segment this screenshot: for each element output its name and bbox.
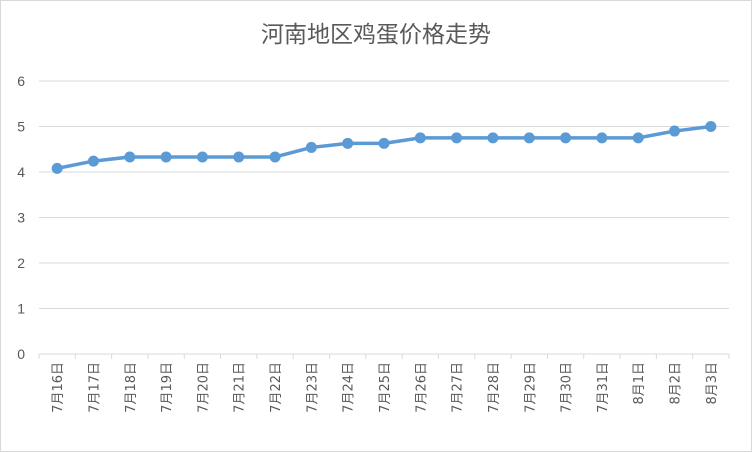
data-point xyxy=(342,137,354,149)
x-tick-label: 7月16日 xyxy=(51,362,66,413)
y-tick-label: 4 xyxy=(17,164,25,180)
x-tick-label: 7月18日 xyxy=(124,362,139,413)
x-tick-label: 7月23日 xyxy=(305,362,320,413)
data-point xyxy=(705,121,717,132)
x-tick-label: 7月30日 xyxy=(560,362,575,413)
x-tick-label: 7月29日 xyxy=(523,362,538,413)
y-tick-label: 1 xyxy=(17,301,25,317)
x-tick-label: 7月31日 xyxy=(596,362,611,413)
x-tick-label: 7月24日 xyxy=(342,362,357,413)
data-point xyxy=(378,137,390,149)
data-point xyxy=(160,151,172,163)
data-point xyxy=(87,155,99,167)
data-point xyxy=(451,132,463,144)
x-tick-label: 8月2日 xyxy=(669,362,684,405)
data-point xyxy=(196,151,208,163)
y-tick-label: 5 xyxy=(17,119,25,135)
x-tick-label: 7月21日 xyxy=(233,362,248,413)
x-tick-label: 8月3日 xyxy=(705,362,720,405)
data-point xyxy=(414,132,426,144)
x-tick-label: 7月20日 xyxy=(196,362,211,413)
x-tick-label: 7月25日 xyxy=(378,362,393,413)
x-tick-label: 7月27日 xyxy=(451,362,466,413)
data-point xyxy=(233,151,245,163)
data-point xyxy=(305,141,317,153)
x-tick-label: 7月17日 xyxy=(87,362,102,413)
y-tick-label: 3 xyxy=(17,210,25,226)
x-tick-label: 7月22日 xyxy=(269,362,284,413)
chart-title: 河南地区鸡蛋价格走势 xyxy=(261,22,491,48)
data-point xyxy=(596,132,608,144)
data-point xyxy=(523,132,535,144)
x-tick-label: 7月28日 xyxy=(487,362,502,413)
x-tick-label: 7月26日 xyxy=(414,362,429,413)
data-point xyxy=(487,132,499,144)
x-tick-label: 7月19日 xyxy=(160,362,175,413)
y-tick-label: 2 xyxy=(17,255,25,271)
x-tick-label: 8月1日 xyxy=(632,362,647,405)
data-point xyxy=(269,151,281,163)
data-point xyxy=(560,132,572,144)
data-point xyxy=(51,162,63,174)
data-point xyxy=(669,125,681,137)
y-tick-label: 6 xyxy=(17,73,25,89)
data-point xyxy=(632,132,644,144)
data-point xyxy=(124,151,136,163)
y-tick-label: 0 xyxy=(17,346,25,362)
